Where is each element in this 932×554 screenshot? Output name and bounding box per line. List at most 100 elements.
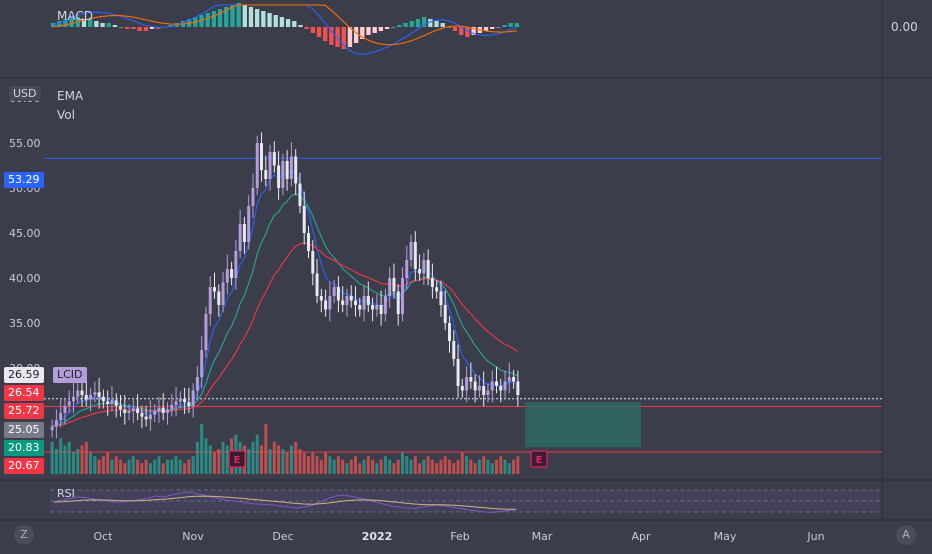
volume-bar bbox=[260, 445, 263, 474]
candle-body bbox=[456, 359, 460, 386]
volume-bar bbox=[195, 441, 199, 474]
candle-body bbox=[349, 296, 353, 301]
volume-bar bbox=[50, 441, 54, 474]
candle-body bbox=[503, 381, 507, 391]
rsi-ma-line bbox=[53, 495, 517, 510]
y-tick-label: 40.00 bbox=[9, 272, 41, 285]
volume-bar bbox=[349, 459, 353, 474]
macd-histogram-bar bbox=[502, 25, 507, 27]
candle-body bbox=[84, 395, 88, 400]
volume-bar bbox=[388, 459, 392, 474]
ema-line-6 bbox=[51, 168, 519, 428]
macd-histogram-bar bbox=[310, 27, 315, 33]
volume-bar bbox=[512, 459, 516, 474]
x-tick-label: Apr bbox=[631, 530, 651, 543]
candle-body bbox=[332, 287, 336, 296]
candle-body bbox=[191, 390, 195, 406]
macd-histogram-bar bbox=[329, 27, 334, 45]
volume-bar bbox=[187, 459, 191, 474]
candle-body bbox=[341, 300, 345, 305]
macd-histogram-bar bbox=[88, 19, 93, 27]
x-tick-label: Oct bbox=[93, 530, 113, 543]
volume-bar bbox=[114, 456, 118, 474]
volume-bar bbox=[366, 456, 370, 474]
auto-scale-button[interactable]: A bbox=[896, 525, 916, 545]
volume-bar bbox=[213, 452, 216, 474]
volume-bar bbox=[255, 434, 259, 474]
volume-bar bbox=[97, 459, 101, 474]
volume-bar bbox=[336, 456, 340, 474]
candle-body bbox=[183, 398, 187, 403]
candle-body bbox=[101, 396, 105, 402]
candle-body bbox=[238, 224, 242, 251]
legend-vol[interactable]: Vol bbox=[57, 108, 75, 122]
volume-bar bbox=[80, 445, 84, 474]
volume-bar bbox=[430, 459, 434, 474]
macd-histogram-bar bbox=[304, 27, 309, 29]
volume-bar bbox=[272, 441, 276, 474]
candle-body bbox=[110, 400, 114, 404]
macd-histogram-bar bbox=[360, 27, 365, 39]
candle-body bbox=[93, 392, 97, 395]
projection-box bbox=[525, 402, 641, 448]
candle-body bbox=[430, 278, 434, 287]
candle-body bbox=[311, 251, 315, 274]
candle-body bbox=[97, 392, 101, 397]
price-tag-25-72: 25.72 bbox=[4, 403, 44, 419]
volume-bar bbox=[452, 463, 456, 474]
volume-bar bbox=[354, 456, 357, 474]
macd-histogram-bar bbox=[366, 27, 371, 35]
volume-bar bbox=[123, 463, 127, 474]
candle-body bbox=[366, 296, 370, 305]
volume-bar bbox=[76, 449, 80, 474]
macd-histogram-bar bbox=[63, 19, 68, 27]
candle-body bbox=[302, 206, 306, 233]
candle-body bbox=[383, 296, 387, 314]
macd-histogram-bar bbox=[100, 23, 105, 27]
candle-body bbox=[281, 161, 285, 188]
volume-bar bbox=[166, 459, 169, 474]
currency-button[interactable]: USD bbox=[9, 86, 41, 101]
candle-body bbox=[426, 260, 430, 278]
candle-body bbox=[345, 296, 349, 305]
macd-histogram-bar bbox=[292, 21, 297, 27]
volume-bar bbox=[418, 463, 422, 474]
y-tick-label: 35.00 bbox=[9, 317, 41, 330]
candle-body bbox=[516, 381, 520, 395]
legend-ema[interactable]: EMA bbox=[57, 89, 84, 103]
volume-bar bbox=[307, 456, 310, 474]
candle-body bbox=[123, 409, 127, 413]
volume-bar bbox=[101, 456, 105, 474]
zoom-button[interactable]: Z bbox=[14, 525, 34, 545]
y-tick-label: 45.00 bbox=[9, 227, 41, 240]
volume-bar bbox=[89, 452, 93, 474]
volume-bar bbox=[136, 459, 140, 474]
volume-bar bbox=[127, 459, 131, 474]
macd-label: MACD bbox=[57, 9, 93, 23]
candle-body bbox=[255, 143, 259, 188]
macd-histogram-bar bbox=[125, 27, 130, 29]
candle-body bbox=[242, 224, 246, 242]
candle-body bbox=[204, 314, 208, 350]
macd-histogram-bar bbox=[372, 27, 377, 33]
volume-bar bbox=[191, 456, 195, 474]
candle-body bbox=[161, 407, 165, 413]
candle-body bbox=[131, 408, 135, 412]
macd-histogram-bar bbox=[267, 13, 272, 27]
candle-body bbox=[388, 278, 392, 296]
candle-body bbox=[166, 409, 169, 413]
macd-histogram-bar bbox=[428, 19, 433, 27]
macd-histogram-bar bbox=[384, 27, 390, 29]
earnings-marker-label: E bbox=[536, 455, 543, 466]
volume-bar bbox=[72, 452, 75, 474]
volume-bar bbox=[174, 456, 178, 474]
macd-histogram-bar bbox=[149, 27, 155, 29]
macd-histogram-bar bbox=[378, 27, 384, 31]
candle-body bbox=[499, 386, 503, 391]
x-tick-label: Nov bbox=[182, 530, 204, 543]
macd-histogram-bar bbox=[452, 27, 458, 31]
x-tick-label: May bbox=[714, 530, 737, 543]
candle-body bbox=[187, 402, 191, 406]
